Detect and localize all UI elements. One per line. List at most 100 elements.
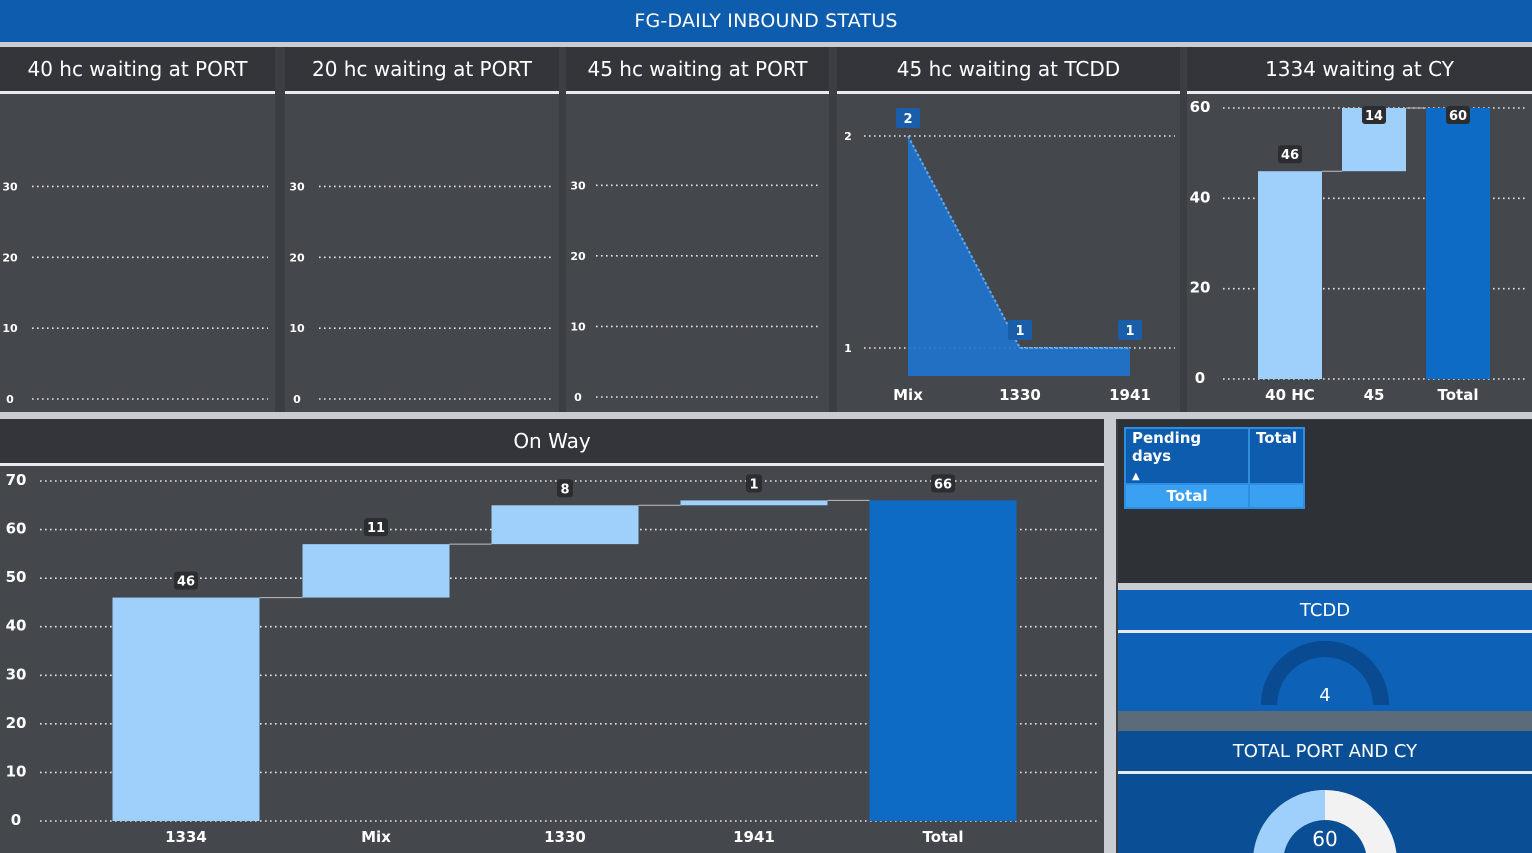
y-tick-label: 70 — [6, 471, 27, 489]
dashboard-title-text: FG-DAILY INBOUND STATUS — [634, 10, 898, 32]
x-tick-label: 1941 — [1109, 386, 1151, 404]
column-header-pending-days[interactable]: Pending days ▲ — [1124, 427, 1250, 485]
data-label-bg — [931, 474, 955, 493]
panel-1334-cy[interactable]: 1334 waiting at CY 0 20 40 60 46 40 HC 14 45 60 T… — [1187, 47, 1532, 412]
data-label: 46 — [177, 575, 195, 590]
separator — [0, 42, 1532, 47]
column-label: Total — [1256, 429, 1297, 447]
data-label-bg — [1446, 106, 1470, 124]
column-label: Pending days — [1132, 429, 1202, 465]
y-tick-label: 20 — [2, 251, 18, 264]
panel-title: 40 hc waiting at PORT — [0, 47, 275, 94]
card-tcdd[interactable]: 4 — [1118, 633, 1532, 711]
y-tick-label: 20 — [570, 250, 586, 263]
card-total-port-cy[interactable]: 60 — [1118, 774, 1532, 853]
gauge-value: 4 — [1319, 685, 1330, 706]
data-label-bg — [1278, 145, 1302, 164]
panel-40hc-port[interactable]: 40 hc waiting at PORT 0 10 20 30 — [0, 47, 275, 412]
pending-days-table[interactable]: Pending days ▲ Total Total — [1124, 427, 1305, 509]
data-label: 11 — [367, 521, 385, 536]
x-tick-label: 1330 — [999, 386, 1041, 404]
column-header-total[interactable]: Total — [1248, 427, 1305, 485]
panel-45hc-tcdd[interactable]: 45 hc waiting at TCDD 1 2 2 Mix 1 1330 1 1941 — [837, 47, 1180, 412]
card-title-total-port-cy: TOTAL PORT AND CY — [1118, 731, 1532, 774]
data-label-bg — [1362, 106, 1386, 124]
chart-45hc-tcdd: 1 2 2 Mix 1 1330 1 1941 — [844, 108, 1175, 404]
y-tick-label: 30 — [289, 180, 305, 193]
row-label-total: Total — [1124, 483, 1250, 509]
y-tick-label: 10 — [2, 322, 18, 335]
y-tick-label: 0 — [11, 811, 21, 829]
x-tick-label: 1334 — [165, 828, 207, 846]
bar — [869, 500, 1017, 821]
y-tick-label: 0 — [1195, 369, 1205, 387]
y-tick-label: 20 — [6, 714, 27, 732]
panel-on-way[interactable]: On Way 0 10 20 30 40 50 60 70 46 1334 11 Mix 8 1330 1 1… — [0, 419, 1104, 853]
x-tick-label: 1941 — [733, 828, 775, 846]
y-tick-label: 50 — [6, 568, 27, 586]
gauge-total: 60 — [1253, 790, 1397, 853]
y-tick-label: 10 — [570, 320, 586, 333]
panel-title: On Way — [0, 419, 1104, 466]
y-tick-label: 30 — [570, 179, 586, 192]
bar — [1426, 108, 1490, 379]
card-title-tcdd: TCDD — [1118, 590, 1532, 633]
panel-45hc-port[interactable]: 45 hc waiting at PORT 0 10 20 30 — [566, 47, 829, 412]
data-label: 46 — [1281, 148, 1299, 163]
separator — [0, 412, 1532, 419]
y-tick-label: 10 — [6, 762, 27, 780]
bar — [302, 544, 450, 598]
x-tick-label: Total — [923, 828, 964, 846]
chart-1334-cy: 0 20 40 60 46 40 HC 14 45 60 Total — [1190, 98, 1527, 404]
area-series — [908, 136, 1130, 376]
data-label-bg — [1118, 320, 1142, 340]
panel-title: 20 hc waiting at PORT — [285, 47, 559, 94]
panel-title: 45 hc waiting at TCDD — [837, 47, 1180, 94]
dashboard-title: FG-DAILY INBOUND STATUS — [0, 0, 1532, 42]
data-label: 1 — [1125, 324, 1134, 339]
y-tick-label: 1 — [844, 342, 852, 355]
data-label: 66 — [934, 477, 952, 492]
chart-45hc-port: 0 10 20 30 — [570, 179, 819, 404]
y-tick-label: 60 — [1190, 98, 1211, 116]
x-tick-label: 1330 — [544, 828, 586, 846]
x-tick-label: Mix — [361, 828, 391, 846]
panel-title: 1334 waiting at CY — [1187, 47, 1532, 94]
y-tick-label: 0 — [293, 393, 301, 406]
data-label-bg — [174, 571, 198, 590]
data-label-bg — [364, 518, 388, 537]
x-tick-label: 45 — [1364, 386, 1385, 404]
data-label-bg — [1008, 320, 1032, 340]
x-tick-label: Mix — [893, 386, 923, 404]
data-label: 1 — [1015, 324, 1024, 339]
chart-on-way: 0 10 20 30 40 50 60 70 46 1334 11 Mix 8 1330 1 1941 66 To… — [6, 471, 1100, 846]
y-tick-label: 60 — [6, 520, 27, 538]
bar — [680, 500, 828, 506]
data-label-bg — [557, 479, 573, 498]
x-tick-label: Total — [1438, 386, 1479, 404]
y-tick-label: 30 — [2, 180, 18, 193]
sort-ascending-icon[interactable]: ▲ — [1132, 471, 1140, 482]
data-label: 2 — [903, 112, 912, 127]
data-label: 8 — [560, 482, 569, 497]
chart-40hc-port: 0 10 20 30 — [2, 180, 268, 406]
data-label-bg — [896, 108, 920, 128]
y-tick-label: 20 — [1190, 279, 1211, 297]
data-label: 60 — [1449, 109, 1467, 124]
row-value-total — [1248, 483, 1305, 509]
y-tick-label: 20 — [289, 251, 305, 264]
y-tick-label: 10 — [289, 322, 305, 335]
gauge-fill — [1261, 641, 1389, 706]
panel-title: 45 hc waiting at PORT — [566, 47, 829, 94]
bar — [491, 505, 639, 545]
chart-20hc-port: 0 10 20 30 — [289, 180, 552, 406]
separator — [1118, 711, 1532, 731]
bar — [1258, 171, 1322, 379]
data-label: 1 — [749, 477, 758, 492]
y-tick-label: 30 — [6, 665, 27, 683]
separator — [1104, 419, 1116, 853]
bar — [112, 597, 260, 821]
gauge-tcdd: 4 — [1261, 641, 1389, 706]
panel-20hc-port[interactable]: 20 hc waiting at PORT 0 10 20 30 — [285, 47, 559, 412]
gauge-value: 60 — [1312, 827, 1337, 851]
